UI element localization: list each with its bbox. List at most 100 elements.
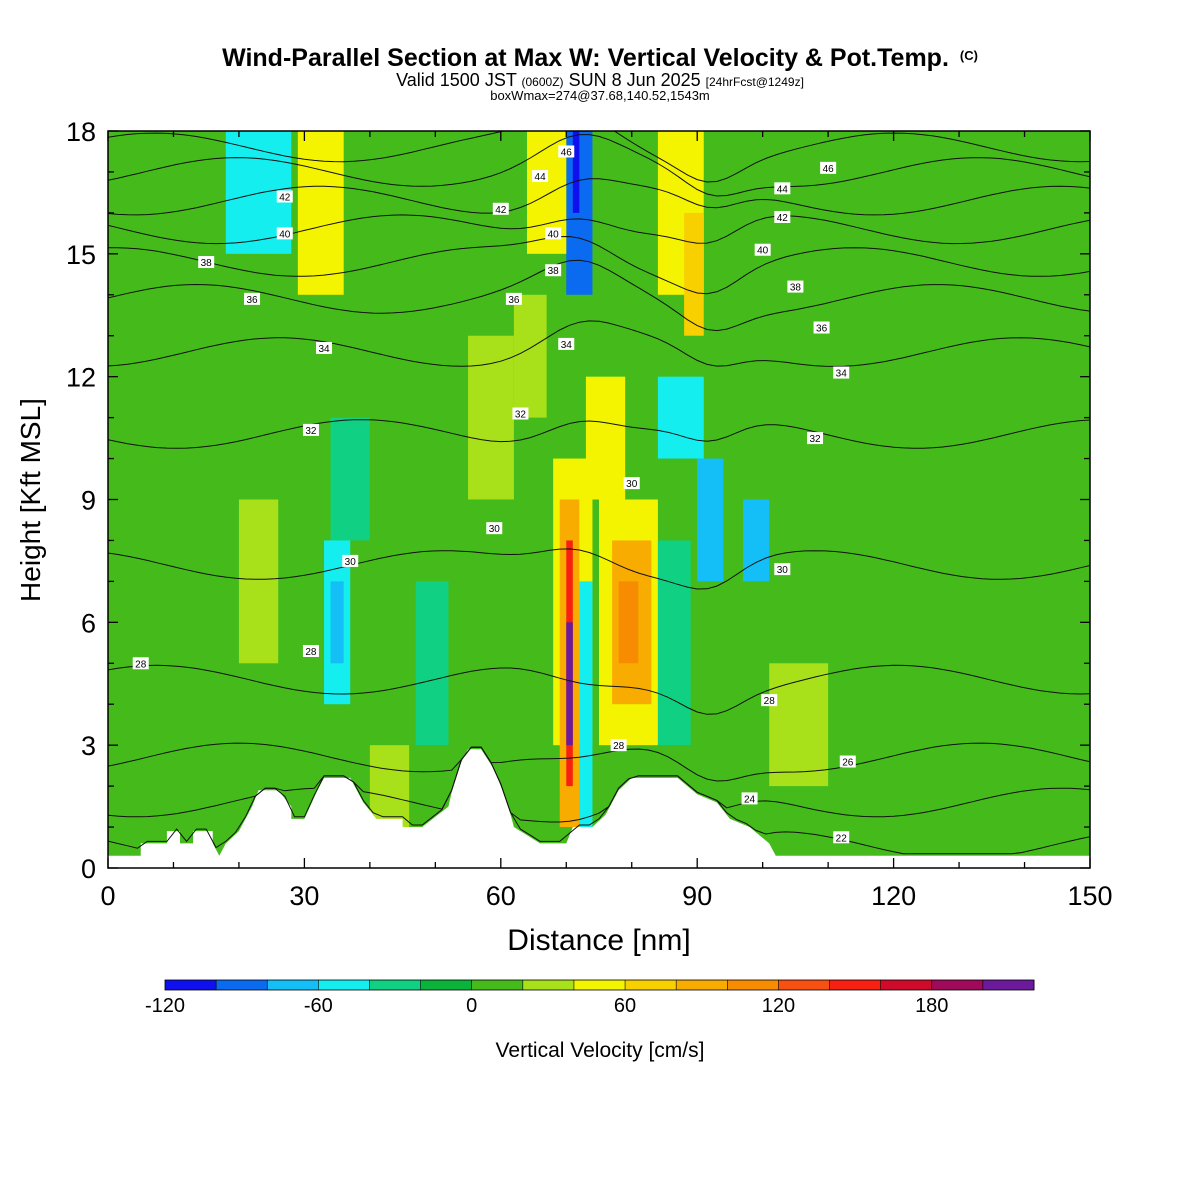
isentrope-36 xyxy=(108,259,1090,332)
colorbar-swatch-3 xyxy=(318,980,370,990)
x-tick-label: 150 xyxy=(1067,881,1112,911)
x-tick-label: 120 xyxy=(871,881,916,911)
contour-label-0: 28 xyxy=(132,657,149,670)
svg-text:34: 34 xyxy=(561,340,573,351)
contour-label-7: 28 xyxy=(610,739,627,752)
velocity-cell-2 xyxy=(297,131,344,295)
velocity-cell-29 xyxy=(769,663,829,787)
contour-label-1: 28 xyxy=(302,644,319,658)
isentrope-contours xyxy=(108,131,1090,855)
svg-text:24: 24 xyxy=(744,794,756,805)
contour-label-24: 40 xyxy=(545,227,562,240)
svg-text:30: 30 xyxy=(777,565,789,576)
colorbar-swatch-8 xyxy=(573,980,626,990)
contour-label-17: 36 xyxy=(244,292,261,306)
velocity-cell-21 xyxy=(566,622,573,746)
svg-text:44: 44 xyxy=(535,172,547,183)
y-tick-labels: 0 3 6 9 12 15 18 xyxy=(66,117,96,884)
velocity-cell-10 xyxy=(657,376,704,459)
isentrope-24 xyxy=(108,746,1090,823)
contour-label-8: 26 xyxy=(839,755,856,769)
svg-text:44: 44 xyxy=(777,184,789,195)
contour-labels: 28 28 30 30 30 30 28 28 26 24 22 32 32 32 34 34 34 36 36 36… xyxy=(132,145,856,844)
velocity-cell-17 xyxy=(415,581,449,746)
contour-label-13: 32 xyxy=(807,432,824,445)
isentrope-28 xyxy=(108,664,1090,715)
svg-text:42: 42 xyxy=(777,213,789,224)
velocity-cell-27 xyxy=(369,745,410,828)
svg-text:42: 42 xyxy=(495,205,507,216)
x-tick-label: 90 xyxy=(682,881,712,911)
svg-text:40: 40 xyxy=(757,246,769,257)
svg-text:32: 32 xyxy=(305,426,317,437)
contour-label-3: 30 xyxy=(486,522,503,535)
contour-label-26: 42 xyxy=(276,190,293,204)
y-tick-label: 0 xyxy=(81,854,96,884)
colorbar-tick-labels: -120 -60 0 60 120 180 xyxy=(145,995,948,1017)
colorbar-swatch-12 xyxy=(778,980,831,990)
contour-label-23: 40 xyxy=(276,227,293,240)
isentrope-26 xyxy=(108,742,1090,782)
velocity-cell-12 xyxy=(743,499,770,582)
svg-text:36: 36 xyxy=(246,295,258,306)
contour-label-31: 46 xyxy=(558,145,575,158)
svg-text:26: 26 xyxy=(842,758,854,769)
velocity-cell-15 xyxy=(330,581,344,664)
svg-text:28: 28 xyxy=(613,741,625,752)
colorbar-swatch-13 xyxy=(829,980,882,990)
colorbar xyxy=(164,979,1035,991)
x-tick-label: 0 xyxy=(100,881,115,911)
velocity-cell-11 xyxy=(697,458,724,582)
svg-text:38: 38 xyxy=(201,258,213,269)
terrain-mask xyxy=(108,749,1090,868)
contour-label-22: 38 xyxy=(787,280,804,294)
contour-label-2: 30 xyxy=(342,554,359,568)
colorbar-swatch-15 xyxy=(931,980,984,990)
svg-text:28: 28 xyxy=(305,647,317,658)
y-tick-label: 3 xyxy=(81,731,96,761)
contour-label-32: 46 xyxy=(820,161,837,175)
svg-text:40: 40 xyxy=(279,229,291,240)
axis-ticks xyxy=(107,130,1091,869)
x-tick-label: 30 xyxy=(289,881,319,911)
chart-title: Wind-Parallel Section at Max W: Vertical… xyxy=(222,44,978,72)
contour-label-4: 30 xyxy=(623,477,640,490)
svg-text:30: 30 xyxy=(489,524,501,535)
contour-label-20: 38 xyxy=(198,256,215,269)
velocity-cell-25 xyxy=(618,581,639,664)
y-tick-label: 6 xyxy=(81,608,96,638)
colorbar-swatch-0 xyxy=(165,980,217,990)
contour-label-12: 32 xyxy=(512,407,529,421)
svg-text:28: 28 xyxy=(135,659,147,670)
colorbar-swatch-10 xyxy=(676,980,728,990)
y-tick-label: 9 xyxy=(81,486,96,516)
isentrope-32 xyxy=(108,419,1090,449)
chart-titles: Wind-Parallel Section at Max W: Vertical… xyxy=(0,42,1200,102)
svg-text:38: 38 xyxy=(790,283,802,294)
x-tick-label: 60 xyxy=(486,881,516,911)
contour-label-25: 40 xyxy=(754,243,771,257)
contour-label-21: 38 xyxy=(545,264,562,277)
velocity-cell-26 xyxy=(657,540,691,746)
colorbar-tick-label: -120 xyxy=(145,995,185,1017)
svg-text:32: 32 xyxy=(515,410,527,421)
velocity-cell-4 xyxy=(572,131,580,213)
colorbar-swatch-14 xyxy=(880,980,933,990)
y-tick-label: 15 xyxy=(66,240,96,270)
svg-text:38: 38 xyxy=(548,266,560,277)
colorbar-swatch-9 xyxy=(625,980,677,990)
contour-label-10: 22 xyxy=(833,831,850,844)
colorbar-swatch-4 xyxy=(369,980,422,990)
isentrope-44 xyxy=(108,134,1090,197)
contour-label-27: 42 xyxy=(492,202,509,216)
colorbar-swatch-11 xyxy=(727,980,779,990)
contour-label-9: 24 xyxy=(741,792,758,805)
y-tick-label: 12 xyxy=(66,363,96,393)
svg-text:30: 30 xyxy=(626,479,638,490)
contour-label-18: 36 xyxy=(505,292,522,306)
contour-label-19: 36 xyxy=(813,321,830,335)
colorbar-tick-label: 180 xyxy=(915,995,948,1017)
contour-label-30: 44 xyxy=(774,182,791,195)
chart-valid-time: Valid 1500 JST (0600Z) SUN 8 Jun 2025 [2… xyxy=(396,70,804,90)
